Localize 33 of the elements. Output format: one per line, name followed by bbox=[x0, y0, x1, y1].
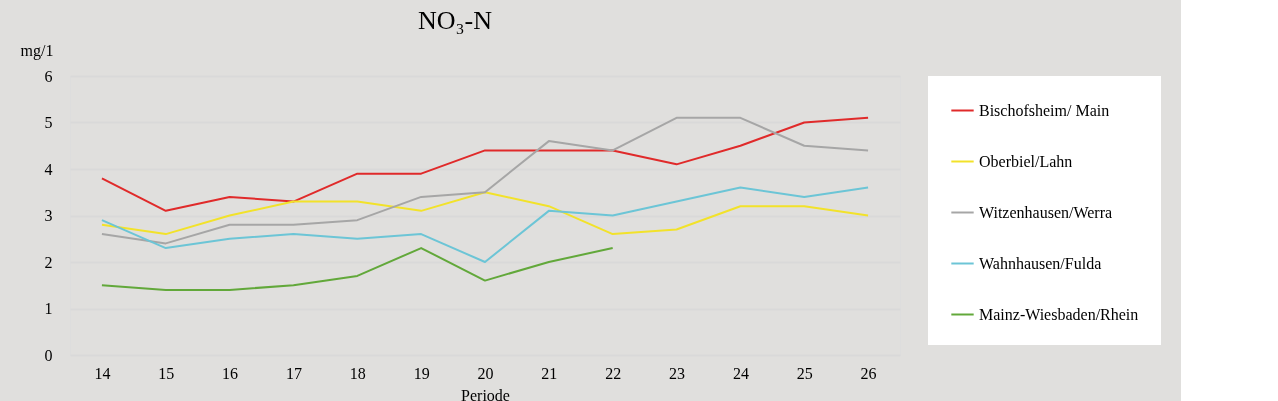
x-tick-label: 14 bbox=[94, 364, 111, 382]
x-tick-label: 18 bbox=[349, 364, 366, 382]
x-tick-label: 17 bbox=[285, 364, 302, 382]
y-tick-label: 3 bbox=[44, 207, 53, 224]
y-tick-label: 1 bbox=[44, 300, 53, 317]
x-tick-label: 16 bbox=[222, 364, 239, 382]
line-series bbox=[100, 116, 870, 212]
x-tick-label: 26 bbox=[860, 364, 877, 382]
y-tick-label: 5 bbox=[44, 114, 53, 131]
legend-label: Bischofsheim/ Main bbox=[979, 101, 1110, 119]
x-tick-label: 19 bbox=[413, 364, 430, 382]
legend-label: Oberbiel/Lahn bbox=[979, 152, 1073, 170]
chart-title: NO₃-N bbox=[417, 6, 493, 35]
line-series bbox=[100, 116, 870, 245]
y-tick-label: 0 bbox=[44, 346, 53, 364]
x-tick-label: 21 bbox=[541, 364, 558, 382]
legend-label: Mainz-Wiesbaden/Rhein bbox=[979, 305, 1139, 323]
legend-label: Wahnhausen/Fulda bbox=[979, 254, 1102, 272]
line-series bbox=[100, 247, 614, 291]
x-tick-label: 20 bbox=[477, 364, 494, 382]
x-axis-title: Periode bbox=[461, 386, 510, 401]
x-tick-label: 15 bbox=[158, 364, 175, 382]
line-series bbox=[100, 191, 870, 236]
x-tick-label: 25 bbox=[796, 364, 813, 382]
line-series bbox=[100, 186, 870, 263]
y-axis-title: mg/1 bbox=[20, 41, 54, 60]
x-tick-label: 22 bbox=[605, 364, 622, 382]
y-tick-label: 4 bbox=[44, 160, 53, 178]
x-tick-label: 23 bbox=[669, 364, 686, 382]
legend-label: Witzenhausen/Werra bbox=[979, 203, 1113, 221]
y-tick-label: 2 bbox=[44, 253, 53, 271]
x-tick-label: 24 bbox=[732, 364, 749, 382]
y-tick-label: 6 bbox=[44, 67, 53, 85]
